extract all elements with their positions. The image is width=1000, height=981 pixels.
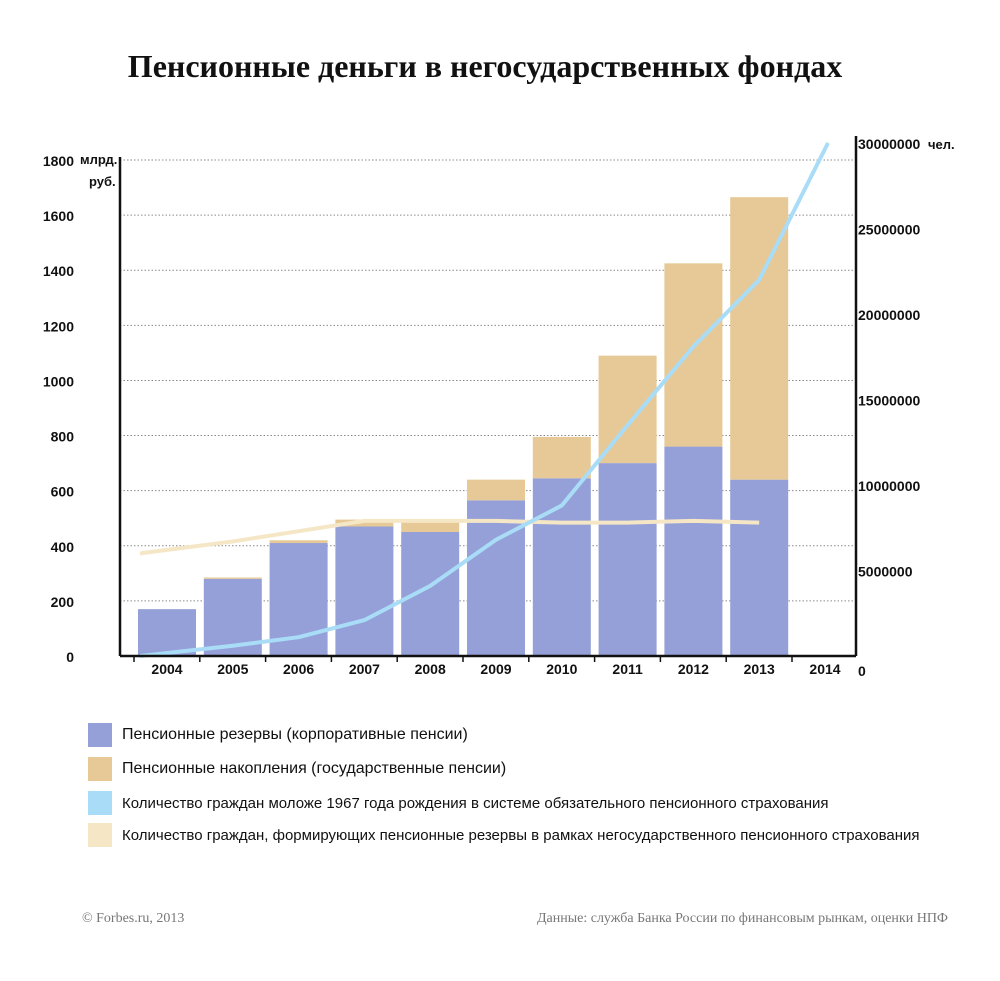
bar-savings (532, 436, 591, 479)
bar-reserves (401, 532, 460, 656)
x-tick-label: 2011 (612, 661, 643, 677)
x-tick-label: 2014 (809, 661, 840, 677)
left-tick-label: 1800 (43, 153, 74, 169)
series-lines (139, 142, 830, 658)
legend-swatch-reserves (88, 723, 112, 747)
data-source-note: Данные: служба Банка России по финансовы… (536, 911, 948, 926)
x-tick-label: 2010 (546, 661, 577, 677)
right-axis-unit: чел. (928, 137, 955, 152)
x-tick-label: 2004 (151, 661, 182, 677)
left-axis-unit-line1: млрд. (80, 152, 117, 167)
left-tick-label: 600 (51, 484, 75, 500)
x-tick-label: 2009 (480, 661, 511, 677)
bar-savings (664, 263, 723, 447)
legend-item-savings: Пенсионные накопления (государственные п… (88, 756, 506, 782)
right-tick-label: 10000000 (858, 478, 921, 494)
x-tick-label: 2006 (283, 661, 314, 677)
legend-label-citizens-npf: Количество граждан, формирующих пенсионн… (122, 826, 920, 844)
bar-reserves (138, 609, 196, 656)
right-tick-label: 30000000 (858, 136, 921, 152)
left-tick-label: 1400 (43, 263, 74, 279)
right-tick-label: 0 (858, 663, 866, 679)
left-tick-label: 1600 (43, 208, 74, 224)
bar-reserves (335, 526, 394, 656)
bar-reserves (664, 446, 723, 656)
legend-label-savings: Пенсионные накопления (государственные п… (122, 760, 507, 777)
x-tick-label: 2008 (415, 661, 446, 677)
bar-reserves (467, 500, 525, 656)
bar-savings (269, 540, 328, 544)
right-tick-label: 25000000 (858, 222, 921, 238)
legend-swatch-citizens-npf (88, 823, 112, 847)
legend-item-citizens-mandatory: Количество граждан моложе 1967 года рожд… (88, 790, 829, 816)
chart-title: Пенсионные деньги в негосударственных фо… (127, 48, 843, 84)
x-tick-label: 2012 (678, 661, 709, 677)
x-tick-label: 2005 (217, 661, 248, 677)
legend-item-reserves: Пенсионные резервы (корпоративные пенсии… (88, 722, 468, 748)
pension-chart: 0 200 400 600 800 1000 1200 1400 1600 1800 млрд. ру… (43, 136, 955, 679)
bar-savings (203, 577, 262, 579)
left-tick-label: 1000 (43, 373, 74, 389)
right-tick-label: 5000000 (858, 564, 913, 580)
left-tick-label: 800 (51, 429, 75, 445)
left-axis-unit-line2: руб. (89, 174, 116, 189)
line-citizens-npf (139, 518, 760, 556)
left-tick-label: 200 (51, 594, 75, 610)
bars (138, 197, 789, 656)
line-citizens-mandatory (139, 142, 830, 658)
right-tick-label: 20000000 (858, 307, 921, 323)
right-tick-label: 15000000 (858, 393, 921, 409)
left-tick-label: 1200 (43, 318, 74, 334)
bar-savings (598, 355, 657, 464)
x-tick-label: 2007 (349, 661, 380, 677)
legend-label-reserves: Пенсионные резервы (корпоративные пенсии… (122, 726, 468, 743)
axis-labels: 0 200 400 600 800 1000 1200 1400 1600 1800 млрд. ру… (43, 136, 955, 679)
legend-swatch-citizens-mandatory (88, 791, 112, 815)
bar-reserves (598, 463, 657, 656)
legend-item-citizens-npf: Количество граждан, формирующих пенсионн… (88, 822, 920, 848)
legend-label-citizens-mandatory: Количество граждан моложе 1967 года рожд… (122, 794, 829, 812)
legend-swatch-savings (88, 757, 112, 781)
bar-savings (335, 519, 394, 527)
left-tick-label: 0 (66, 649, 74, 665)
copyright-note: © Forbes.ru, 2013 (82, 911, 185, 926)
left-tick-label: 400 (51, 539, 75, 555)
axes (118, 136, 858, 662)
bar-reserves (532, 478, 591, 656)
bar-savings (467, 479, 525, 501)
bar-reserves (730, 479, 789, 656)
x-tick-label: 2013 (744, 661, 775, 677)
